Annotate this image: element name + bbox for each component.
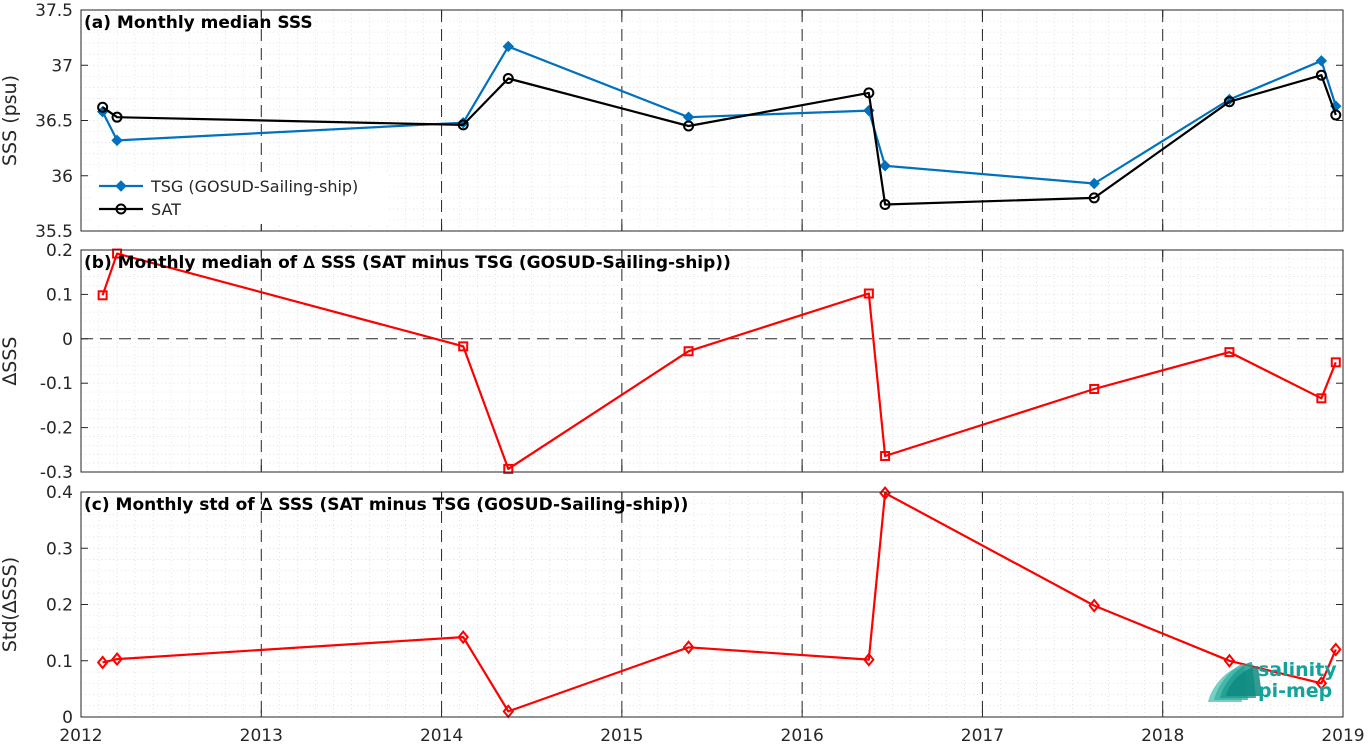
data-point	[863, 87, 875, 99]
y-tick-label: 36	[51, 167, 73, 187]
legend-entry: SAT	[99, 200, 181, 219]
data-point	[1315, 69, 1327, 81]
data-point	[683, 346, 694, 357]
y-tick-label: 37	[51, 56, 73, 76]
data-point	[879, 198, 891, 210]
series-1	[96, 486, 1342, 719]
legend-entry: TSG (GOSUD-Sailing-ship)	[99, 177, 358, 196]
data-point	[683, 120, 695, 132]
data-point	[879, 160, 891, 172]
x-tick-label: 2018	[1141, 726, 1184, 745]
data-point	[97, 290, 108, 301]
y-tick-label: 0.2	[46, 241, 73, 261]
data-point	[1315, 55, 1328, 67]
logo-text-salinity: salinity	[1258, 659, 1337, 681]
data-point	[1089, 383, 1100, 394]
panel-3: 0 0.1 0.2 0.3 0.4 Std(∆SSS) (c) Monthly std of…	[0, 483, 1344, 728]
x-tick-label: 2015	[600, 726, 643, 745]
data-point	[879, 486, 891, 501]
y-tick-label: 0.4	[46, 483, 73, 503]
data-point	[111, 651, 123, 667]
data-point	[111, 111, 123, 123]
data-point	[115, 180, 127, 192]
data-point	[458, 341, 469, 352]
legend-box	[93, 172, 389, 224]
axes-box	[80, 249, 1344, 473]
x-tick-label: 2019	[1321, 726, 1364, 745]
data-point	[96, 655, 109, 670]
minor-grid	[80, 9, 1344, 232]
y-tick-label: 36.5	[35, 112, 73, 132]
data-point	[111, 134, 123, 147]
data-point	[1330, 357, 1341, 368]
y-tick-label: 0.3	[46, 539, 73, 559]
panel-title: (b) Monthly median of ∆ SSS (SAT minus T…	[84, 253, 731, 273]
data-point	[97, 101, 109, 113]
logo-wave-shape	[1226, 666, 1262, 696]
data-point	[1088, 177, 1100, 190]
y-axis-label: ∆SSS	[0, 337, 21, 387]
series-2	[97, 69, 1342, 210]
panel-title: (c) Monthly std of ∆ SSS (SAT minus TSG …	[84, 495, 688, 515]
x-tick-label: 2016	[781, 726, 824, 745]
y-axis-label: Std(∆SSS)	[0, 557, 21, 652]
x-tick-labels: 2012 2013 2014 2015 2016 2017 2018 2019	[59, 726, 1364, 745]
series-line	[101, 252, 1337, 470]
data-point	[502, 40, 514, 53]
y-tick-label: -0.1	[40, 374, 73, 394]
y-tick-label: 0.1	[46, 652, 73, 672]
data-point	[863, 652, 875, 667]
y-tick-label: 0.2	[46, 596, 73, 616]
legend-label: SAT	[151, 200, 181, 219]
y-tick-label: 0	[62, 330, 73, 350]
y-tick-label: -0.3	[40, 463, 73, 483]
series-1	[97, 248, 1341, 474]
y-tick-label: 37.5	[35, 1, 73, 21]
x-tick-label: 2017	[961, 726, 1004, 745]
y-axis-label: SSS (psu)	[0, 75, 21, 166]
data-point	[502, 73, 514, 85]
data-point	[863, 288, 874, 299]
data-point	[1329, 642, 1342, 657]
data-point	[1088, 192, 1100, 204]
data-point	[880, 451, 891, 462]
y-tick-label: 0	[62, 708, 73, 728]
panel-title: (a) Monthly median SSS	[84, 13, 313, 33]
legend-label: TSG (GOSUD-Sailing-ship)	[150, 177, 358, 196]
y-tick-label: -0.2	[40, 419, 73, 439]
data-point	[1224, 347, 1235, 358]
data-point	[1315, 676, 1328, 691]
series-line	[102, 492, 1337, 713]
y-tick-label: 35.5	[35, 222, 73, 242]
data-point	[115, 203, 127, 215]
x-tick-label: 2012	[59, 726, 102, 745]
data-point	[457, 630, 469, 645]
x-tick-label: 2013	[240, 726, 283, 745]
logo-text-pi-mep: pi-mep	[1258, 680, 1332, 702]
data-point	[682, 640, 695, 655]
series-line	[101, 74, 1337, 206]
data-point	[1316, 393, 1327, 404]
data-point	[1330, 109, 1342, 121]
legend: TSG (GOSUD-Sailing-ship) SAT	[93, 172, 389, 224]
y-tick-label: 0.1	[46, 285, 73, 305]
data-point	[503, 463, 514, 474]
data-point	[1223, 96, 1235, 108]
data-point	[1223, 653, 1236, 668]
data-point	[1088, 598, 1100, 613]
data-point	[457, 119, 469, 131]
x-tick-label: 2014	[420, 726, 463, 745]
panel-2: -0.3 -0.2 -0.1 0 0.1 0.2 ∆SSS (b) Monthly media…	[0, 241, 1344, 483]
